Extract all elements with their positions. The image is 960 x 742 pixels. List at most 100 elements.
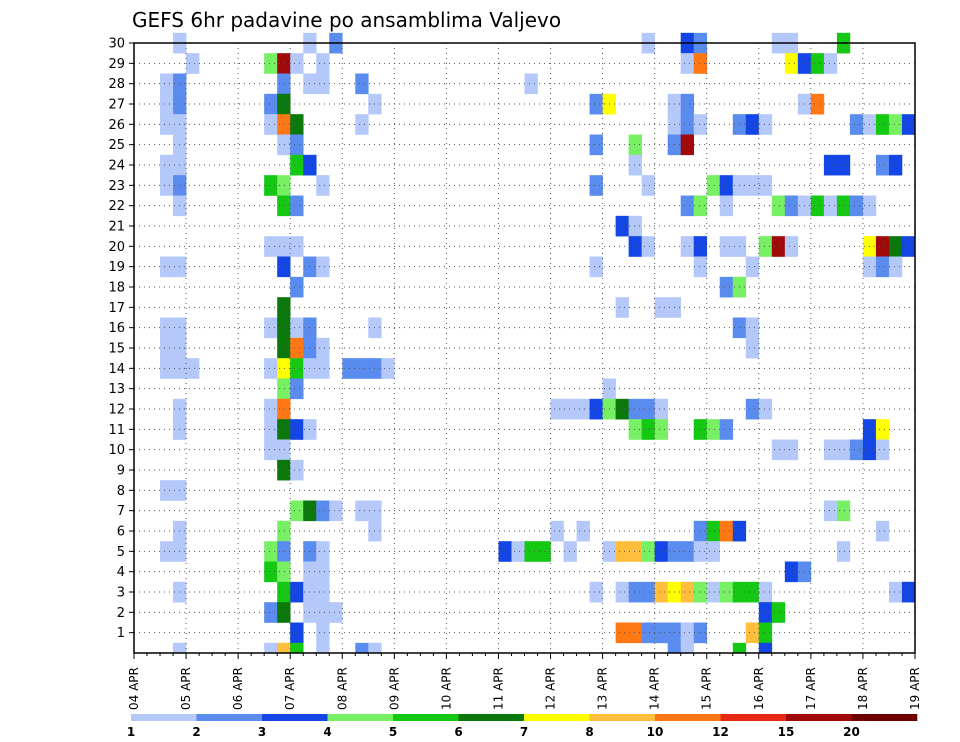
heat-cell [264,561,278,583]
legend-label: 10 [647,725,664,739]
y-tick-label: 20 [108,240,125,255]
heat-cell [277,520,291,542]
y-tick-label: 10 [108,443,125,458]
heat-cell [641,581,655,603]
heat-cell [654,398,668,420]
heat-cell [745,256,760,278]
heat-cell [875,236,890,257]
y-tick-label: 17 [108,301,125,316]
heat-cell [264,114,278,135]
x-tick-label: 04 APR [127,667,141,710]
heat-cell [823,500,838,522]
heat-cell [277,419,291,440]
heat-cell [290,337,304,359]
y-tick-label: 3 [117,586,125,601]
heat-cell [186,53,200,74]
heat-cell [706,520,721,542]
heat-cell [264,642,278,654]
y-tick-label: 23 [108,179,125,194]
heat-cell [628,398,642,420]
heat-cell [355,114,369,135]
heat-cell [745,114,760,135]
heat-cell [277,337,291,359]
heat-cell [875,154,890,176]
y-tick-label: 6 [117,525,125,540]
heat-cell [524,73,538,95]
heat-cell [901,236,916,257]
heat-cell [615,622,629,644]
y-tick-label: 25 [108,138,125,153]
heat-cell [160,541,174,562]
heat-cell [160,256,174,278]
heat-cell [589,134,603,156]
heat-cell [290,236,304,257]
heat-cell [641,236,655,257]
legend-swatch [196,714,263,721]
heat-cell [264,439,278,461]
heat-cell [355,642,369,654]
heat-cell [589,175,603,196]
legend-swatch [851,714,918,721]
heat-cell [576,520,590,542]
heat-cell [316,541,330,562]
legend-label: 12 [712,725,729,739]
x-axis: 04 APR 05 APR 06 APR 07 APR 08 APR 09 APR 10 A… [127,653,922,710]
heat-cell [758,398,773,420]
heat-cell [290,114,304,135]
heat-cell [290,195,304,217]
heat-cell [264,93,278,115]
x-tick-label: 12 APR [544,667,558,710]
legend-swatch [720,714,787,721]
legend-label: 1 [127,725,135,739]
heat-cell [290,581,304,603]
x-tick-label: 13 APR [596,667,610,710]
y-tick-label: 2 [117,606,125,621]
heat-cell [732,642,747,654]
x-tick-label: 15 APR [700,667,714,710]
heat-cell [680,236,695,257]
heat-cell [290,378,304,400]
heat-cell [628,419,642,440]
heat-cell [849,439,864,461]
heat-cell [316,358,330,379]
legend-label: 7 [520,725,528,739]
heat-cell [160,317,174,339]
heat-cell [316,256,330,278]
heat-cell [693,520,708,542]
heat-cell [745,337,760,359]
legend-label: 3 [258,725,266,739]
dotted-grid [134,42,915,653]
heat-cell [160,73,174,95]
heat-cell [888,154,903,176]
y-tick-label: 11 [108,423,125,438]
heat-cell [875,256,890,278]
heat-cell [693,195,708,217]
heat-cell [680,53,695,74]
heat-cell [277,439,291,461]
heat-cell [277,297,291,318]
heat-cell [784,236,799,257]
heat-cell [576,398,590,420]
heat-cell [706,541,721,562]
heat-cell [771,195,786,217]
heat-cell [680,642,695,654]
heat-cell [277,236,291,257]
heat-cell [810,195,825,217]
x-tick-label: 19 APR [908,667,922,710]
heat-cell [264,398,278,420]
heat-cell [277,581,291,603]
heat-cell [823,195,838,217]
y-tick-label: 9 [117,464,125,479]
heat-cell [589,93,603,115]
heat-cell [615,581,629,603]
heat-cell [277,358,291,379]
heat-cell [264,419,278,440]
heat-cell [745,175,760,196]
heat-cell [355,500,369,522]
heat-cell [277,602,291,623]
heat-cell [784,439,799,461]
y-tick-label: 4 [117,565,125,580]
heat-cell [641,541,655,562]
heat-cell [680,114,695,135]
heat-cell [290,642,304,654]
